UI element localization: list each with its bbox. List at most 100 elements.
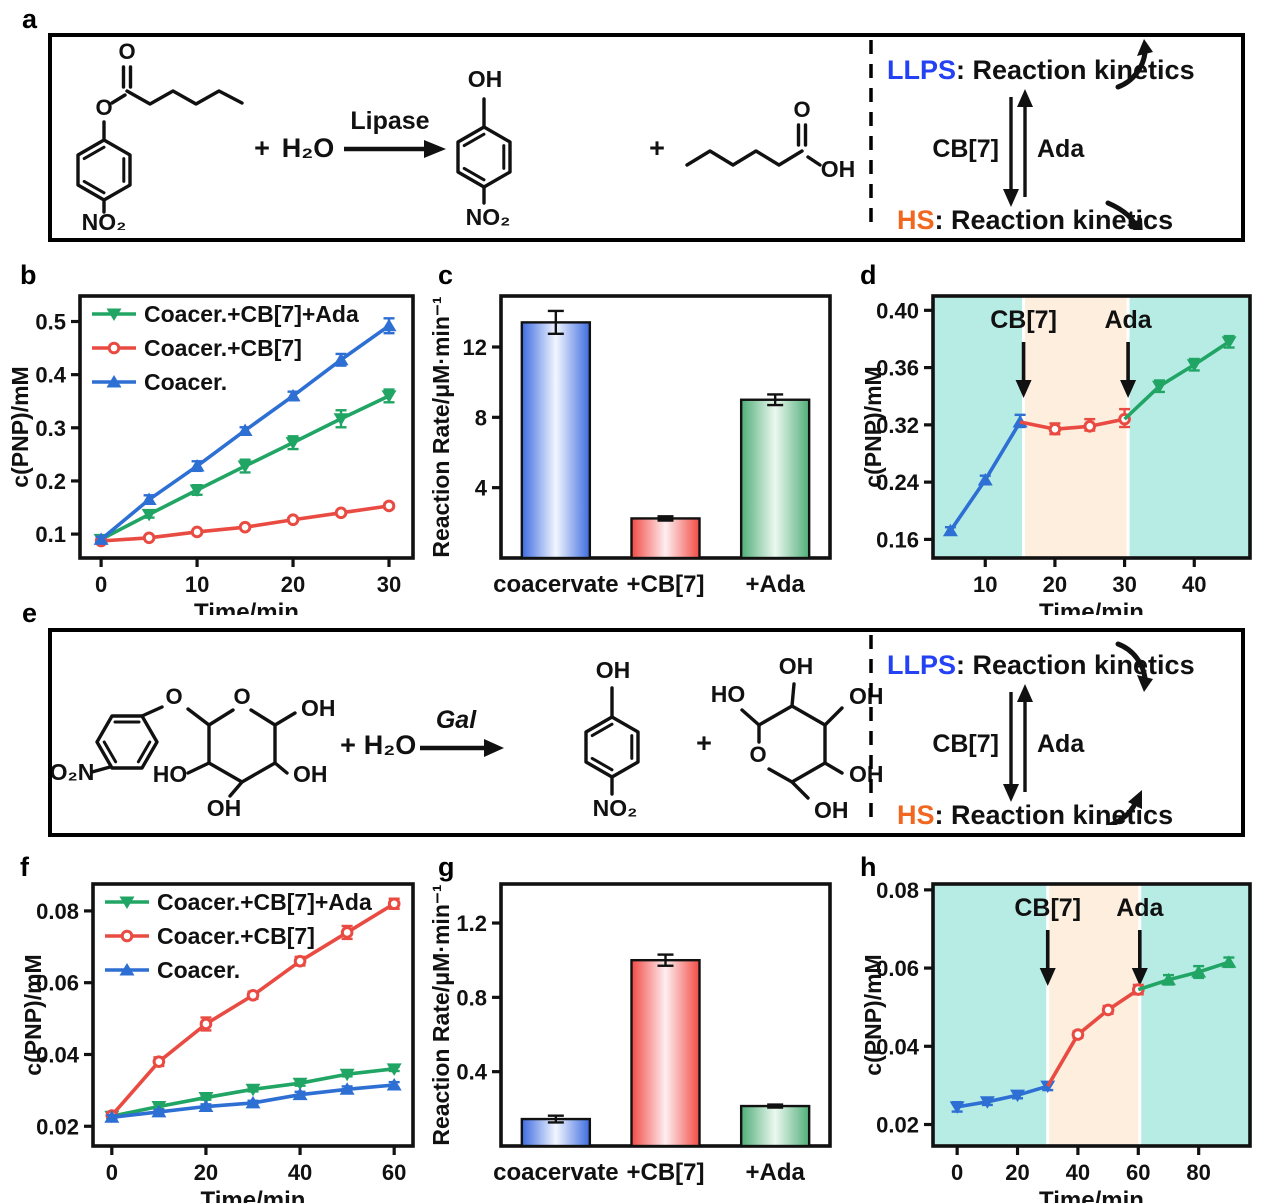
kinetics-down-arrow [1115, 641, 1148, 681]
panel-letter-a: a [22, 4, 38, 34]
svg-text:0.4: 0.4 [456, 1060, 487, 1085]
svg-text:20: 20 [281, 572, 305, 597]
x-axis-label: Time/min [1039, 1187, 1144, 1203]
svg-text:12: 12 [463, 335, 487, 360]
svg-text:8: 8 [475, 405, 487, 430]
hydroxyl-label: OH [849, 761, 884, 787]
chart-c: 4 8 12 Reaction Rate/μM·min⁻¹ coacervate +CB[… [425, 280, 845, 615]
reaction-arrow: Lipase [344, 107, 446, 158]
annotation-CB[7]: CB[7] [990, 306, 1057, 398]
line-series-2 [93, 317, 397, 545]
kinetics-up-arrow [1115, 50, 1148, 90]
product-galactose-structure: O HO OH OH OH OH [711, 653, 884, 823]
kinetics-down-arrowhead [1127, 218, 1143, 230]
kinetics-down-arrowhead [1137, 675, 1153, 692]
reaction-arrow: Gal [420, 706, 504, 757]
background-bands [933, 884, 1250, 1146]
svg-text:1.2: 1.2 [456, 911, 487, 936]
svg-text:0.3: 0.3 [35, 416, 66, 441]
svg-text:20: 20 [1005, 1160, 1029, 1185]
ester-oxygen-label: O [95, 95, 112, 120]
hydroxyl-label: OH [849, 683, 884, 709]
enzyme-label: Gal [436, 706, 477, 734]
chart-b: 0 10 20 30 0.1 0.2 0.3 0.4 0.5 Time/min c(PNP)/mM C… [7, 280, 428, 626]
y-axis-label: c(PNP)/mM [860, 366, 886, 487]
water-label: H₂O [282, 133, 335, 163]
cb7-label: CB[7] [932, 135, 999, 163]
svg-text:0: 0 [95, 572, 107, 597]
panel-letter-e: e [22, 598, 38, 628]
svg-text:0.24: 0.24 [876, 470, 920, 495]
svg-text:CB[7]: CB[7] [990, 306, 1057, 334]
category-label: +Ada [745, 571, 805, 598]
panel-letter-f: f [20, 852, 29, 882]
nitro-group-label: NO₂ [593, 795, 638, 821]
legend-item: Coacer.+CB[7] [92, 335, 302, 361]
hydroxyl-label: HO [153, 761, 188, 787]
water-label: H₂O [364, 730, 417, 760]
line-series-1 [1019, 407, 1131, 436]
bar-coacervate [520, 1114, 592, 1148]
bar-+Ada [739, 1103, 811, 1148]
svg-text:0.08: 0.08 [36, 899, 79, 924]
svg-text:0.04: 0.04 [36, 1042, 80, 1067]
hydroxyl-label: HO [711, 681, 746, 707]
svg-text:Coacer.: Coacer. [157, 957, 240, 983]
product-nitrophenol-structure: OH NO₂ [584, 657, 640, 821]
chart-h: 0 20 40 60 80 0.02 0.04 0.06 0.08 Time/min c(PNP)/… [845, 868, 1265, 1203]
enzyme-label: Lipase [350, 107, 429, 135]
chart-f-svg: 0 20 40 60 0.02 0.04 0.06 0.08 Time/min c(PNP)/mM… [20, 882, 415, 1203]
svg-text:4: 4 [475, 476, 488, 501]
svg-text:Coacer.+CB[7]+Ada: Coacer.+CB[7]+Ada [144, 301, 359, 327]
benzene-ring [76, 138, 132, 202]
svg-text:20: 20 [194, 1160, 218, 1185]
svg-text:0.4: 0.4 [35, 363, 66, 388]
tick-labels: 0 10 20 30 0.1 0.2 0.3 0.4 0.5 [35, 310, 401, 597]
svg-text:Coacer.: Coacer. [144, 369, 227, 395]
panel-letter-h: h [860, 852, 877, 882]
acid-hydroxyl-label: OH [821, 156, 856, 182]
ada-label: Ada [1037, 730, 1085, 758]
svg-text:0.2: 0.2 [35, 469, 66, 494]
category-label: +Ada [745, 1159, 805, 1186]
hydroxyl-label: OH [293, 761, 328, 787]
x-axis-label: Time/min [194, 599, 299, 615]
category-label: coacervate [493, 1159, 618, 1186]
svg-text:0.8: 0.8 [456, 985, 487, 1010]
legend: Coacer.+CB[7]+Ada Coacer.+CB[7] Coacer. [92, 301, 359, 395]
benzene-ring [584, 715, 640, 779]
x-axis-label: Time/min [1039, 599, 1144, 615]
hydroxyl-label: OH [468, 66, 503, 92]
svg-text:Ada: Ada [1116, 894, 1164, 922]
tick-labels: 0.4 0.8 1.2 [456, 911, 487, 1085]
svg-text:60: 60 [382, 1160, 406, 1185]
nitro-group-label: NO₂ [466, 204, 511, 230]
nitro-group-label: O₂N [52, 759, 94, 785]
equilibrium-arrows [1003, 89, 1033, 207]
y-axis-label: c(PNP)/mM [8, 366, 33, 487]
annotation-Ada: Ada [1116, 894, 1165, 986]
llps-hs-schematic: LLPS: Reaction kinetics CB[7] Ada HS: Re… [887, 39, 1195, 230]
svg-text:20: 20 [1043, 572, 1067, 597]
y-axis-label: c(PNP)/mM [20, 954, 46, 1075]
llps-line: LLPS: Reaction kinetics [887, 650, 1195, 680]
plus-sign: + [696, 728, 712, 758]
chart-h-svg: 0 20 40 60 80 0.02 0.04 0.06 0.08 Time/min c(PNP)/… [860, 878, 1252, 1203]
plot-border [931, 294, 1252, 560]
llps-line: LLPS: Reaction kinetics [887, 55, 1195, 85]
svg-text:10: 10 [973, 572, 997, 597]
plot-border [931, 882, 1252, 1148]
tick-labels: 4 8 12 [463, 335, 488, 501]
hydroxyl-label: OH [207, 795, 242, 821]
product-hexanoic-acid-structure: O OH [685, 97, 856, 182]
legend: Coacer.+CB[7]+Ada Coacer.+CB[7] Coacer. [105, 889, 372, 983]
panel-e-scheme-box: O₂N O O OH HO OH OH + H₂O [48, 628, 1245, 837]
svg-text:0.06: 0.06 [876, 956, 919, 981]
glycosidic-oxygen-label: O [165, 684, 182, 709]
kinetics-up-arrowhead [1137, 39, 1153, 56]
y-axis-label: Reaction Rate/μM·min⁻¹ [428, 884, 454, 1145]
svg-text:0: 0 [951, 1160, 963, 1185]
ada-label: Ada [1037, 135, 1085, 163]
carbonyl-oxygen-label: O [118, 39, 135, 64]
